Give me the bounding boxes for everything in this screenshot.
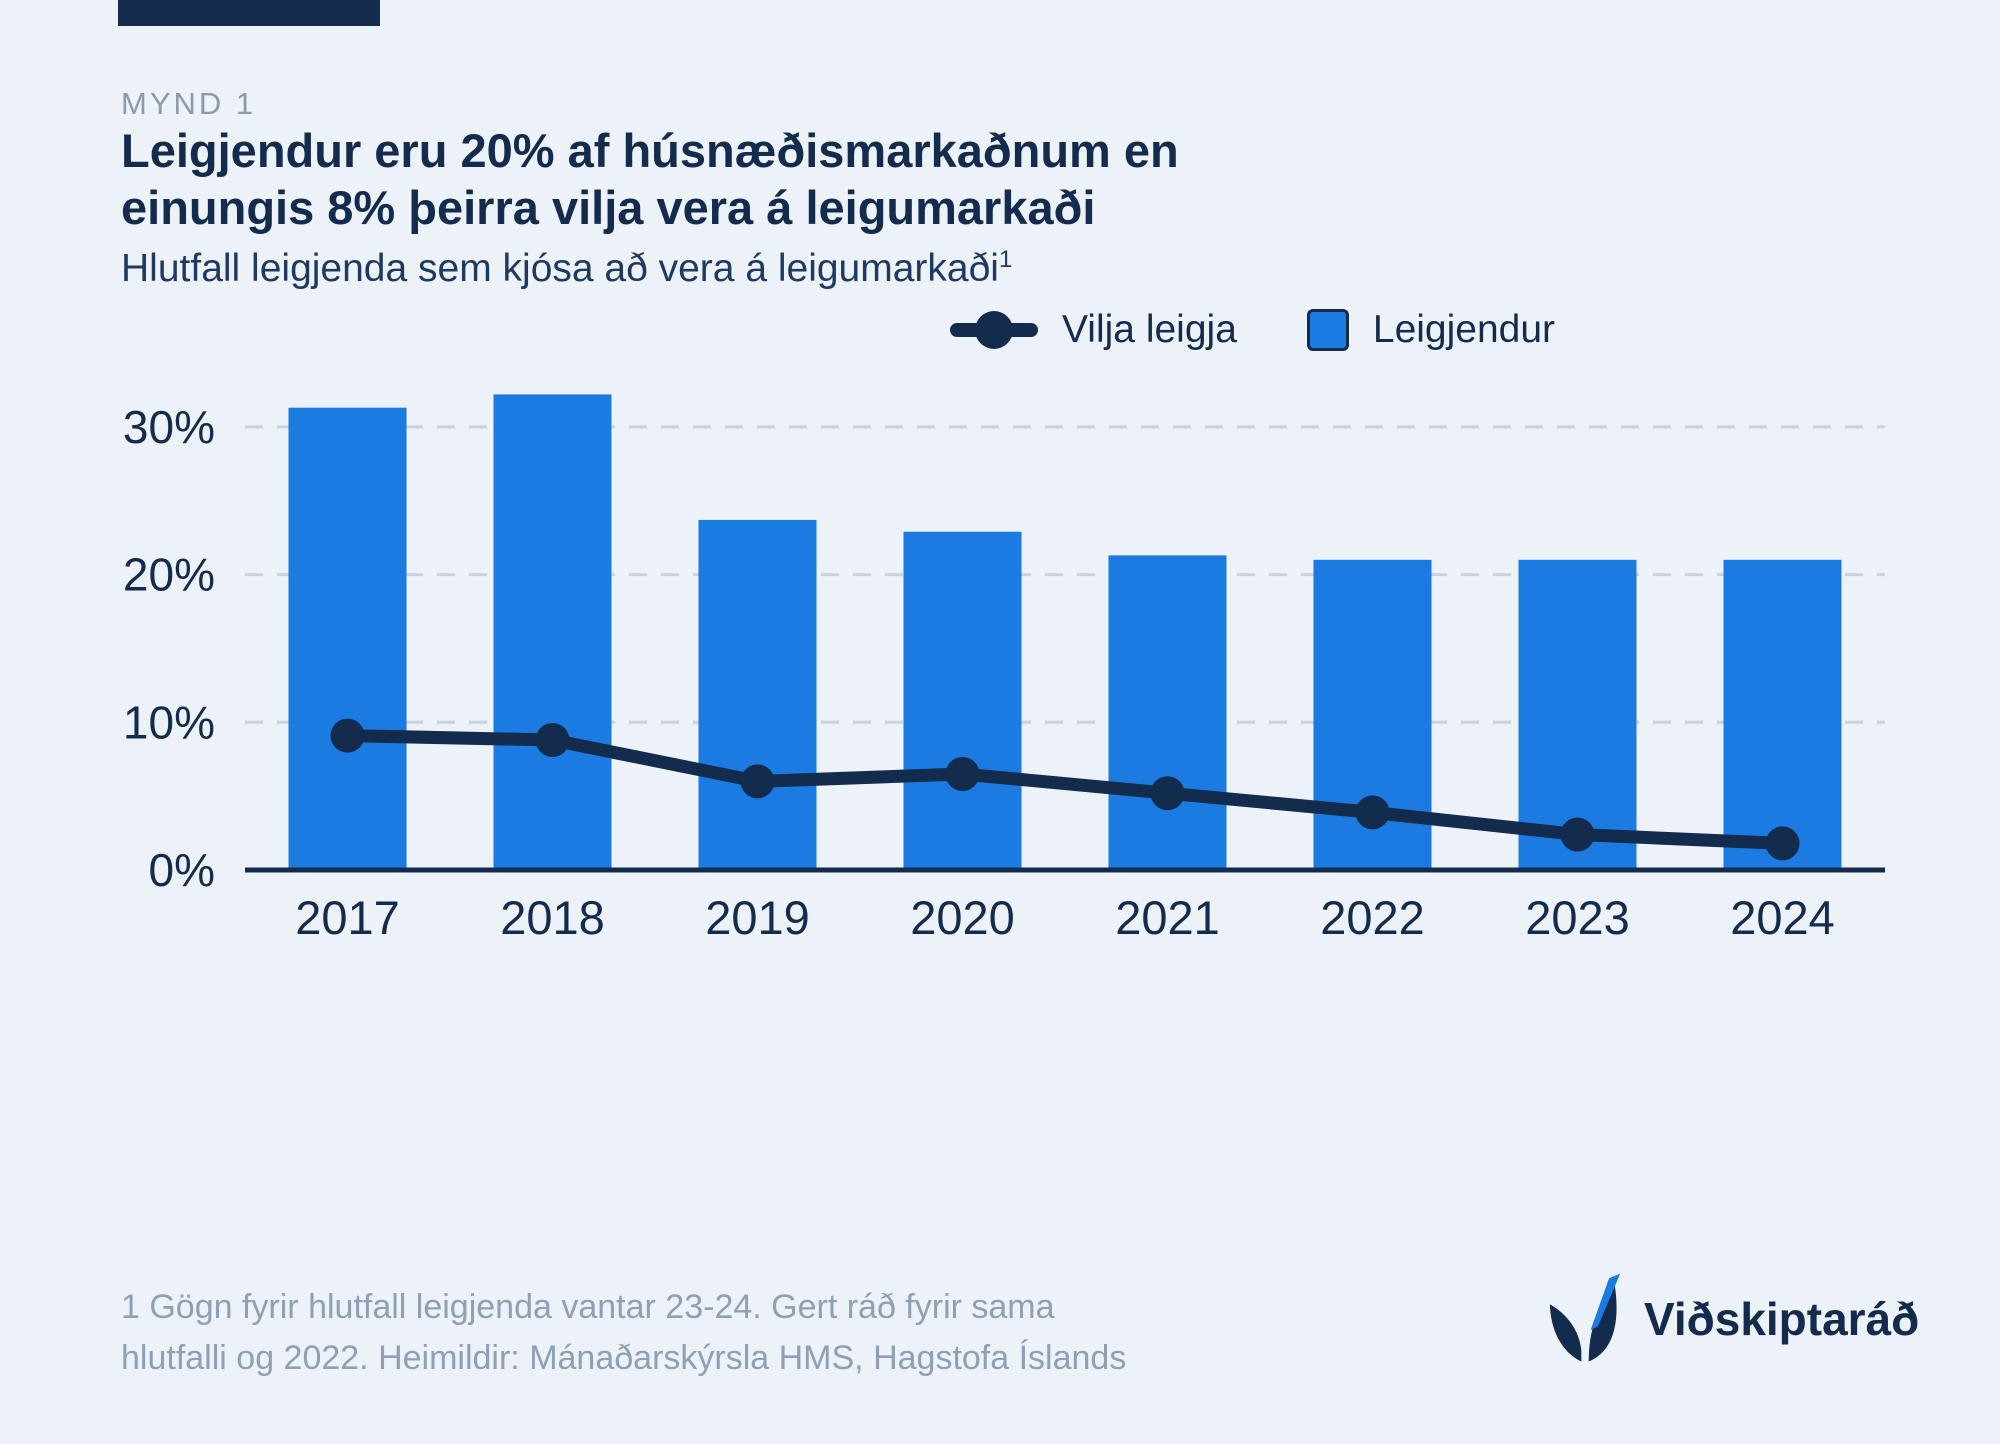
legend-item-vilja-leigja: Vilja leigja (950, 308, 1237, 352)
legend-label-bar: Leigjendur (1372, 308, 1556, 351)
x-tick-label-2020: 2020 (910, 891, 1015, 944)
x-tick-label-2018: 2018 (500, 891, 605, 944)
bar-2021 (1108, 555, 1227, 870)
line-point-2024 (1765, 826, 1800, 861)
x-tick-label-2024: 2024 (1730, 891, 1835, 944)
top-accent-bar (118, 0, 380, 26)
x-tick-label-2022: 2022 (1320, 891, 1425, 944)
legend-item-leigjendur: Leigjendur (1306, 308, 1556, 352)
line-series-path (341, 729, 1789, 850)
line-point-2023 (1560, 817, 1595, 852)
bar-line-chart: 0% 10% 20% 30% 2017 2018 2019 2020 2021 2022 2023 2… (123, 394, 1885, 944)
footnote-line-1: 1 Gögn fyrir hlutfall leigjenda vantar 2… (121, 1288, 1055, 1326)
y-tick-label-20: 20% (123, 549, 215, 601)
title-line-1: Leigjendur eru 20% af húsnæðismarkaðnum … (121, 124, 1179, 177)
brand-logo: Viðskiptaráð (1548, 1272, 1919, 1366)
bar-2020 (903, 531, 1022, 870)
title-line-2: einungis 8% þeirra vilja vera á leigumar… (121, 181, 1096, 235)
line-point-2022 (1355, 795, 1390, 830)
bar-2018 (493, 394, 612, 870)
line-point-2019 (740, 764, 775, 799)
chart-footnote: 1 Gögn fyrir hlutfall leigjenda vantar 2… (121, 1282, 1126, 1384)
page-title: Leigjendur eru 20% af húsnæðismarkaðnum … (121, 122, 1179, 237)
x-tick-label-2017: 2017 (295, 891, 400, 944)
bar-2024 (1723, 559, 1842, 870)
bar-2019 (698, 519, 817, 870)
footnote-line-2: hlutfalli og 2022. Heimildir: Mánaðarský… (121, 1339, 1127, 1377)
line-point-2020 (945, 756, 980, 791)
line-point-2018 (535, 723, 570, 758)
line-point-2021 (1150, 776, 1185, 811)
line-point-2017 (330, 718, 365, 753)
figure-kicker: MYND 1 (121, 86, 257, 121)
line-point-legend-icon (975, 311, 1013, 349)
footnote-marker: 1 (998, 246, 1013, 273)
chart-subtitle-text: Hlutfall leigjenda sem kjósa að vera á l… (121, 247, 999, 290)
bar-2017 (288, 407, 407, 870)
y-tick-label-30: 30% (123, 401, 215, 453)
bar-series-legend-icon (1306, 309, 1349, 351)
brand-name: Viðskiptaráð (1644, 1293, 1920, 1345)
legend-label-line: Vilja leigja (1062, 308, 1237, 351)
line-series-legend-icon (950, 311, 1038, 349)
y-tick-label-10: 10% (123, 696, 215, 748)
x-tick-label-2021: 2021 (1115, 891, 1220, 944)
x-tick-label-2023: 2023 (1525, 891, 1630, 944)
y-tick-label-0: 0% (149, 844, 215, 896)
chart-area: 0% 10% 20% 30% 2017 2018 2019 2020 2021 2022 2023 2… (105, 375, 1895, 985)
chart-subtitle: Hlutfall leigjenda sem kjósa að vera á l… (121, 246, 1012, 291)
x-tick-label-2019: 2019 (705, 891, 810, 944)
chart-legend: Vilja leigja Leigjendur (950, 308, 1555, 352)
vidskiptarad-logo-icon (1549, 1273, 1621, 1362)
